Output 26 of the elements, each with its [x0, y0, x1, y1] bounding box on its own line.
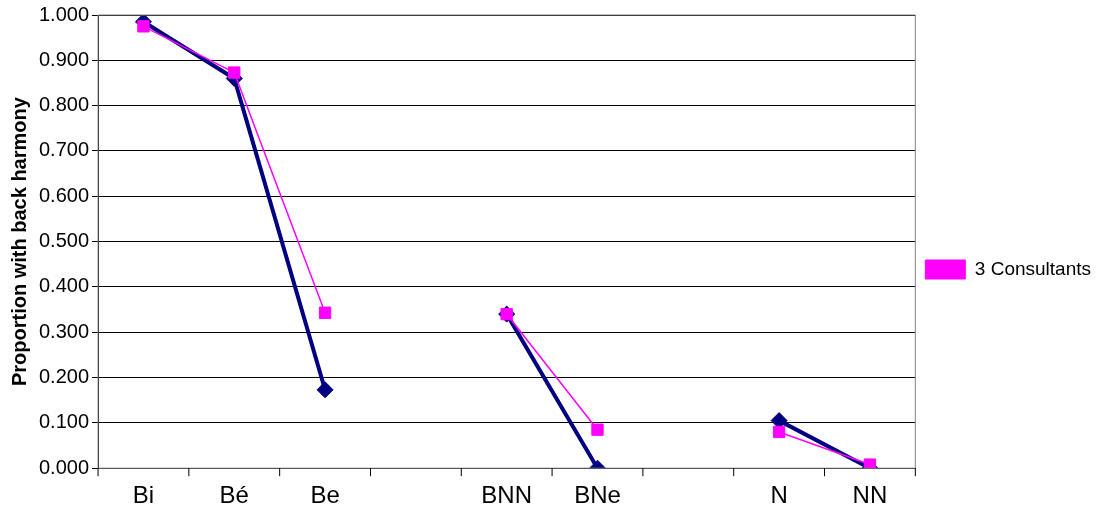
- point: [228, 66, 241, 79]
- point: [772, 425, 786, 439]
- x-tick-label: NN: [852, 481, 888, 509]
- y-tick-label: 0.300: [38, 319, 90, 342]
- point: [316, 381, 334, 399]
- x-tick-label: N: [770, 481, 788, 509]
- x-tick-label: Be: [310, 481, 340, 509]
- point: [137, 20, 150, 33]
- y-tick-label: 0.900: [38, 47, 90, 70]
- x-tick-label: Bi: [132, 481, 155, 509]
- y-tick-label: 1.000: [38, 2, 90, 25]
- y-tick-label: 0.500: [38, 229, 90, 252]
- y-tick-label: 0.400: [38, 274, 90, 297]
- x-tick-label: BNN: [481, 481, 533, 509]
- x-tick-label: Bé: [219, 481, 249, 509]
- y-tick-label: 0.700: [38, 138, 90, 161]
- y-axis-title: Proportion with back harmony: [7, 96, 30, 387]
- y-tick-label: 0.000: [38, 455, 90, 478]
- point: [591, 423, 604, 436]
- legend-label: 3 Consultants: [974, 257, 1092, 279]
- y-tick-label: 0.800: [38, 93, 90, 116]
- point: [318, 306, 332, 319]
- y-tick-label: 0.100: [38, 410, 90, 433]
- x-tick-label: BNe: [574, 481, 621, 509]
- y-tick-label: 0.600: [38, 183, 90, 206]
- y-tick-label: 0.200: [38, 365, 90, 388]
